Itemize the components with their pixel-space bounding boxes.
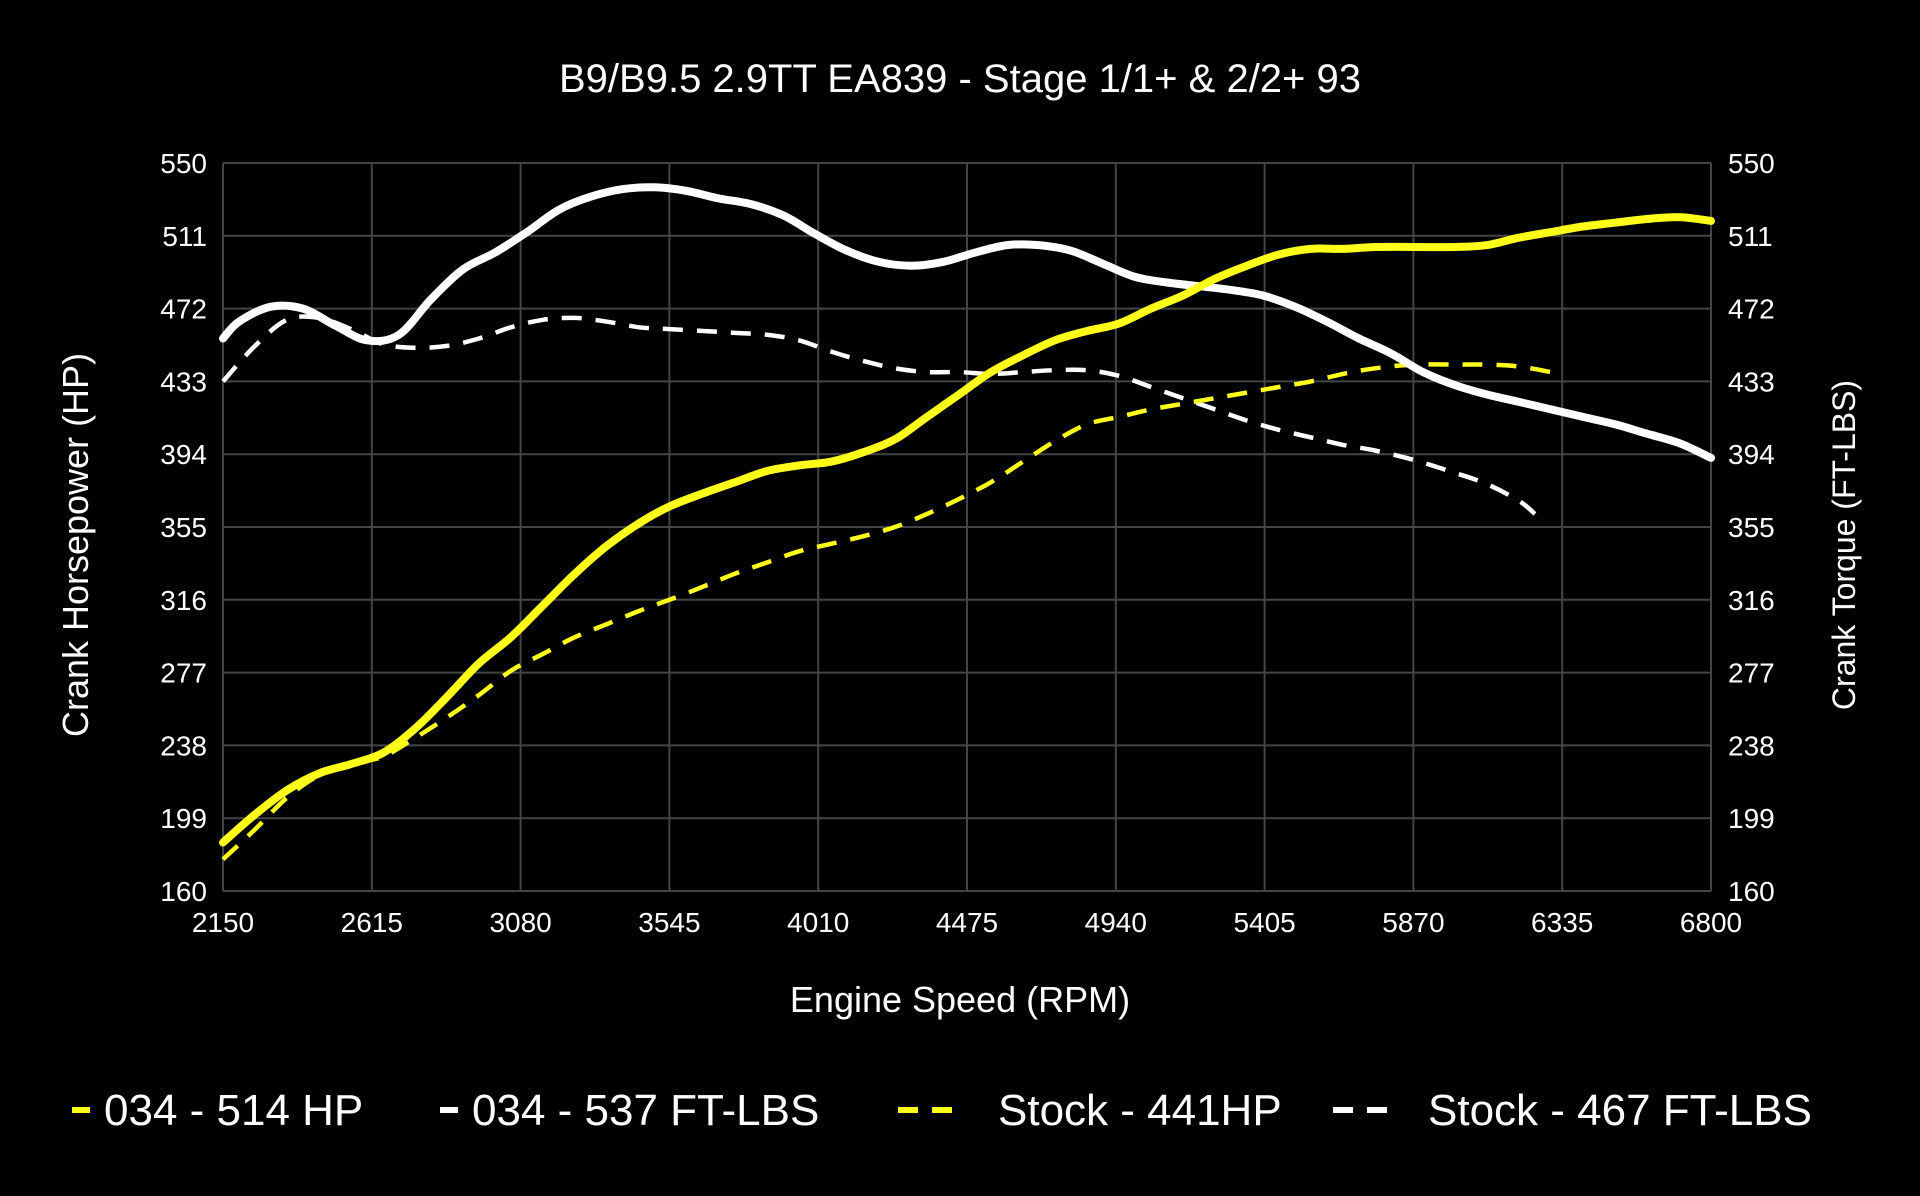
legend-label: Stock - 441HP — [998, 1086, 1282, 1135]
y-right-tick-label: 511 — [1728, 221, 1773, 252]
x-tick-label: 2150 — [192, 907, 254, 938]
y-right-tick-label: 355 — [1728, 512, 1775, 543]
y-left-tick-label: 238 — [160, 730, 207, 761]
y-left-tick-label: 433 — [160, 366, 207, 397]
y-right-tick-label: 199 — [1728, 803, 1775, 834]
x-tick-label: 6800 — [1680, 907, 1742, 938]
y-right-tick-label: 433 — [1728, 366, 1775, 397]
y-left-tick-label: 472 — [160, 294, 207, 325]
y-axis-left-title: Crank Horsepower (HP) — [55, 353, 96, 737]
x-axis-title: Engine Speed (RPM) — [790, 979, 1130, 1020]
x-tick-label: 5870 — [1382, 907, 1444, 938]
x-tick-label: 3080 — [489, 907, 551, 938]
x-axis-ticks: 2150 2615 3080 3545 4010 4475 4940 5405 5870 6335… — [192, 907, 1742, 938]
y-left-tick-label: 316 — [160, 585, 207, 616]
legend-label: Stock - 467 FT-LBS — [1428, 1086, 1812, 1135]
y-right-tick-label: 160 — [1728, 876, 1775, 907]
grid — [222, 162, 1712, 892]
y-right-tick-label: 277 — [1728, 658, 1775, 689]
x-tick-label: 4940 — [1085, 907, 1147, 938]
x-tick-label: 4475 — [936, 907, 998, 938]
y-left-tick-label: 277 — [160, 658, 207, 689]
x-tick-label: 2615 — [341, 907, 403, 938]
series-lines — [219, 183, 1715, 861]
y-axis-right-title: Crank Torque (FT-LBS) — [1826, 380, 1862, 710]
y-right-tick-label: 550 — [1728, 148, 1775, 179]
y-left-tick-label: 550 — [160, 148, 207, 179]
legend: 034 - 514 HP 034 - 537 FT-LBS Stock - 441H… — [72, 1086, 1812, 1135]
series-line-2 — [219, 183, 1715, 462]
series-line-3 — [221, 362, 1552, 861]
y-right-tick-label: 316 — [1728, 585, 1775, 616]
y-left-tick-label: 355 — [160, 512, 207, 543]
y-right-tick-label: 394 — [1728, 439, 1775, 470]
y-axis-left-ticks: 160 199 238 277 316 355 394 433 472 511 550 — [160, 148, 207, 907]
y-right-tick-label: 472 — [1728, 294, 1775, 325]
x-tick-label: 4010 — [787, 907, 849, 938]
y-left-tick-label: 160 — [160, 876, 207, 907]
y-left-tick-label: 511 — [162, 221, 207, 252]
x-tick-label: 5405 — [1233, 907, 1295, 938]
y-right-tick-label: 238 — [1728, 730, 1775, 761]
y-axis-right-ticks: 160 199 238 277 316 355 394 433 472 511 550 — [1728, 148, 1775, 907]
x-tick-label: 3545 — [638, 907, 700, 938]
y-left-tick-label: 394 — [160, 439, 207, 470]
legend-label: 034 - 537 FT-LBS — [472, 1086, 819, 1135]
series-line-1 — [219, 213, 1715, 847]
legend-label: 034 - 514 HP — [104, 1086, 363, 1135]
y-left-tick-label: 199 — [160, 803, 207, 834]
series-line-4 — [221, 314, 1537, 516]
chart-title: B9/B9.5 2.9TT EA839 - Stage 1/1+ & 2/2+ … — [559, 57, 1361, 101]
x-tick-label: 6335 — [1531, 907, 1593, 938]
